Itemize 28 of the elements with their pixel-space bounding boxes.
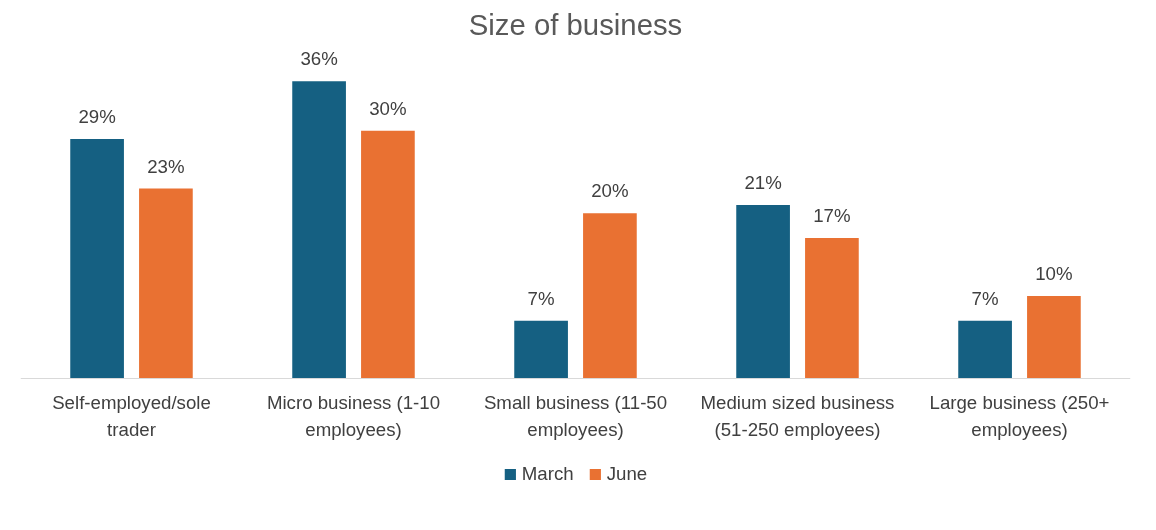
bar	[139, 188, 193, 379]
chart-title: Size of business	[468, 7, 683, 41]
data-label: 7%	[527, 287, 555, 309]
bar	[292, 81, 346, 379]
bar	[958, 320, 1012, 379]
x-tick-label: Self-employed/sole trader	[52, 392, 211, 440]
bar	[583, 213, 637, 379]
data-label: 17%	[813, 205, 851, 227]
legend-label: March	[521, 463, 574, 485]
bar	[70, 138, 124, 379]
bar	[736, 205, 790, 379]
x-tick-label: Large business (250+ employees)	[929, 392, 1110, 440]
bar	[1027, 295, 1081, 379]
x-tick-label: Micro business (1-10 employees)	[266, 392, 441, 440]
data-label: 21%	[744, 172, 782, 194]
data-label: 30%	[369, 97, 407, 119]
data-label: 20%	[591, 180, 629, 202]
data-label: 23%	[147, 155, 185, 177]
data-label: 10%	[1035, 262, 1073, 284]
data-label: 36%	[300, 48, 338, 70]
x-tick-label: Small business (11-50 employees)	[483, 392, 668, 440]
bar	[805, 238, 859, 379]
bar	[514, 320, 568, 379]
bar	[361, 130, 415, 379]
data-label: 7%	[971, 287, 999, 309]
legend-label: June	[606, 463, 648, 485]
data-label: 29%	[78, 105, 116, 127]
x-tick-label: Medium sized business (51-250 employees)	[700, 392, 895, 440]
